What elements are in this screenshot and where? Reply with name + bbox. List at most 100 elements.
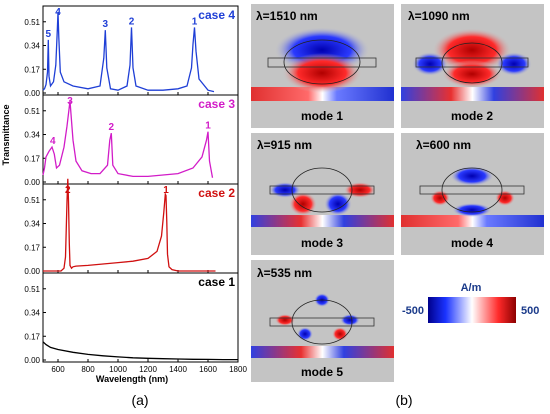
mode-4-field-lobe-4: [452, 203, 492, 217]
y-tick-label: 0.00: [24, 89, 40, 98]
y-tick-label: 0.00: [24, 267, 40, 276]
mode-3-field-lobe-4: [324, 192, 352, 216]
chart-case-3: 0.00 0.17 0.34 0.51 case 3 4 3 2 1: [24, 94, 239, 187]
mode-5-field-lobe-5: [332, 327, 348, 341]
y-tick-label: 0.34: [24, 42, 40, 51]
x-tick-label: 800: [81, 365, 95, 374]
mode-3-field-map: λ=915 nm mode 3: [251, 133, 394, 255]
peak-label: 1: [205, 121, 211, 132]
peak-label: 1: [163, 185, 169, 196]
chart-case-4: 0.00 0.17 0.34 0.51 case 4 54 3 2 1: [24, 5, 239, 98]
x-axis-title: Wavelength (nm): [96, 374, 168, 384]
y-tick-label: 0.17: [24, 65, 40, 74]
x-tick-label: 1000: [109, 365, 127, 374]
y-tick-label: 0.51: [24, 107, 40, 116]
colorbar-unit: A/m: [461, 282, 482, 294]
x-tick-label: 1400: [169, 365, 187, 374]
mode-5-label: mode 5: [301, 365, 343, 379]
chart-case-2: 0.00 0.17 0.34 0.51 case 2 2 1: [24, 178, 239, 276]
y-tick-label: 0.17: [24, 332, 40, 341]
mode-1-ring-resonator: [283, 39, 361, 85]
mode-4-field-lobe-3: [495, 190, 515, 206]
series-line: [42, 11, 215, 93]
x-tick-label: 1800: [229, 365, 247, 374]
peak-label: 2: [65, 185, 71, 196]
mode-5-bus-waveguide: [251, 346, 394, 358]
y-tick-label: 0.34: [24, 220, 40, 229]
mode-4-field-lobe-1: [450, 166, 494, 186]
mode-2-field-map: λ=1090 nm mode 2: [401, 4, 544, 128]
mode-2-ring-resonator: [441, 42, 503, 84]
peak-label: 2: [129, 16, 135, 27]
y-tick-label: 0.17: [24, 243, 40, 252]
mode-5-wavelength: λ=535 nm: [257, 266, 312, 280]
mode-3-stub: [269, 185, 375, 195]
case-label: case 1: [198, 275, 235, 289]
mode-3-bus-waveguide: [251, 215, 394, 227]
y-tick-label: 0.34: [24, 131, 40, 140]
mode-4-ring-resonator: [441, 167, 503, 213]
mode-3-ring-resonator: [291, 167, 353, 213]
peak-label: 4: [55, 7, 61, 18]
mode-5-field-map: λ=535 nm mode 5: [251, 260, 394, 382]
panel-a-label: (a): [131, 392, 148, 408]
mode-1-label: mode 1: [301, 109, 343, 123]
mode-4-bus-waveguide: [401, 215, 544, 227]
case-label: case 4: [198, 8, 235, 22]
mode-4-label: mode 4: [451, 236, 493, 250]
peak-label: 5: [45, 29, 51, 40]
series-line: [42, 100, 214, 178]
mode-5-background: [251, 260, 394, 382]
mode-2-field-lobe-top: [432, 28, 512, 72]
mode-1-stub: [267, 57, 377, 68]
mode-5-stub: [269, 317, 375, 327]
peak-label: 2: [108, 122, 114, 133]
x-tick-label: 1600: [199, 365, 217, 374]
x-tick-label: 600: [51, 365, 65, 374]
peak-label: 3: [67, 96, 73, 107]
mode-2-label: mode 2: [451, 109, 493, 123]
colorbar-min-label: -500: [402, 305, 424, 317]
case-label: case 3: [198, 97, 235, 111]
mode-5-field-lobe-3: [340, 314, 360, 326]
mode-3-wavelength: λ=915 nm: [257, 138, 312, 152]
colorbar-gradient: [428, 297, 516, 323]
y-axis-title: Transmittance: [1, 104, 11, 165]
mode-5-field-lobe-4: [297, 327, 313, 341]
mode-3-field-lobe-2: [344, 182, 376, 198]
mode-4-field-map: λ=600 nm mode 4: [401, 133, 544, 255]
mode-5-ring-resonator: [291, 299, 353, 345]
peak-label: 3: [102, 19, 108, 30]
mode-1-field-map: λ=1510 nm mode 1: [251, 4, 394, 128]
peak-label: 4: [50, 136, 56, 147]
chart-case-1: 0.00 0.17 0.34 0.51 600 800 1000 1200 1400 1600 18…: [24, 272, 247, 374]
series-line: [42, 341, 238, 361]
y-tick-label: 0.51: [24, 285, 40, 294]
x-tick-label: 1200: [139, 365, 157, 374]
mode-5-field-lobe-2: [275, 314, 295, 326]
colorbar: A/m -500 500: [402, 282, 539, 323]
y-tick-label: 0.34: [24, 309, 40, 318]
mode-2-field-lobe-bottom: [442, 60, 502, 88]
y-tick-label: 0.00: [24, 356, 40, 365]
series-line: [43, 178, 216, 272]
mode-4-wavelength: λ=600 nm: [416, 138, 471, 152]
y-tick-label: 0.17: [24, 154, 40, 163]
mode-4-stub: [419, 185, 525, 195]
plot-frame: [42, 272, 239, 363]
mode-4-field-lobe-2: [430, 190, 450, 206]
y-tick-label: 0.51: [24, 18, 40, 27]
mode-1-bus-waveguide: [251, 87, 394, 101]
mode-2-wavelength: λ=1090 nm: [408, 9, 470, 23]
mode-2-stub: [415, 57, 529, 68]
mode-1-field-lobe-bottom: [282, 53, 362, 93]
mode-3-label: mode 3: [301, 236, 343, 250]
colorbar-max-label: 500: [521, 305, 539, 317]
y-tick-label: 0.51: [24, 196, 40, 205]
panel-b-label: (b): [395, 392, 412, 408]
mode-1-wavelength: λ=1510 nm: [256, 9, 318, 23]
mode-2-bus-waveguide: [401, 87, 544, 101]
peak-label: 1: [192, 16, 198, 27]
